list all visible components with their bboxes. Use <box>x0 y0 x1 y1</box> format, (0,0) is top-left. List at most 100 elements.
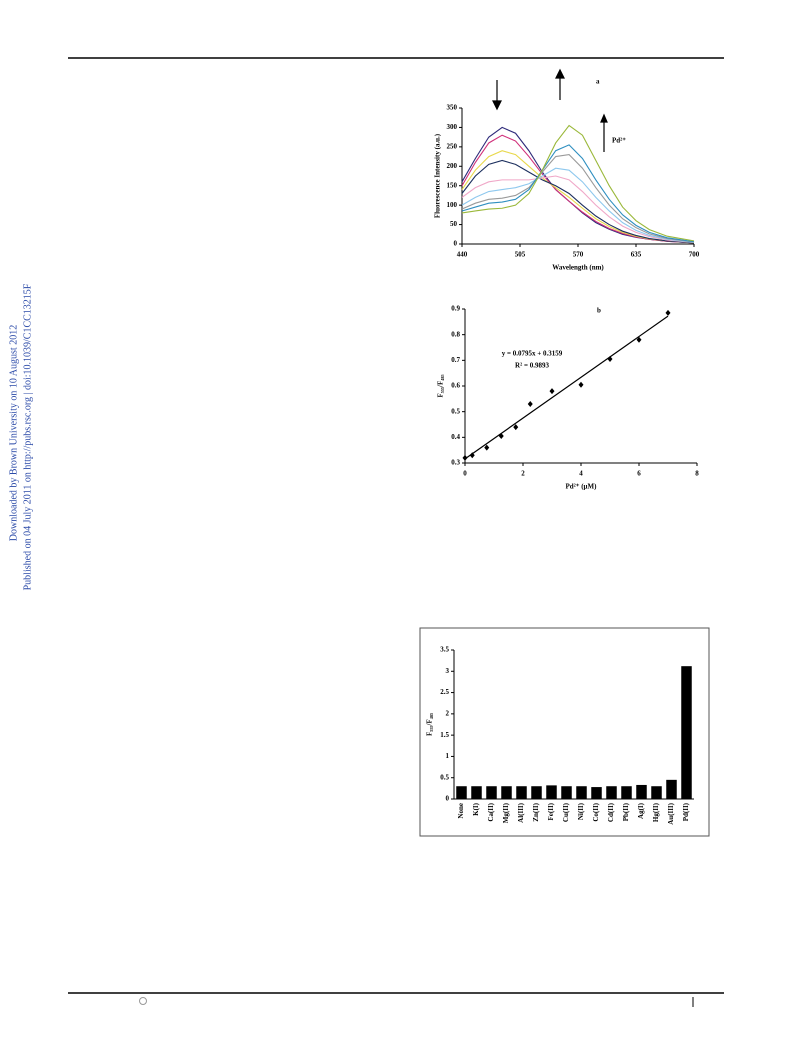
x-tick-label: 440 <box>457 251 468 259</box>
x-tick-label: Cu(II) <box>562 802 570 822</box>
y-tick-label: 0.4 <box>451 433 460 441</box>
bar <box>651 786 662 799</box>
x-tick-label: 2 <box>521 470 525 478</box>
x-tick-label: Zn(II) <box>532 802 540 821</box>
x-tick-label: Mg(II) <box>502 802 510 823</box>
bar <box>531 786 542 799</box>
sidebar-downloaded: Downloaded by Brown University on 10 Aug… <box>8 325 19 541</box>
bar <box>456 786 467 799</box>
x-tick-label: Ag(I) <box>637 802 645 819</box>
x-tick-label: Au(III) <box>667 802 675 824</box>
fit-equation: y = 0.0795x + 0.3159 <box>502 350 563 358</box>
data-point <box>549 388 555 395</box>
spectrum-line <box>461 134 695 244</box>
bar <box>516 786 527 799</box>
bar <box>666 779 677 799</box>
footer-icon <box>139 997 147 1005</box>
sidebar-published: Published on 04 July 2011 on http://pubs… <box>22 283 33 590</box>
x-tick-label: Fe(II) <box>547 802 555 820</box>
spectrum-line <box>461 124 695 242</box>
y-axis-label: F₅₅₅/F₄₈₅ <box>437 374 445 397</box>
x-tick-label: 6 <box>637 470 641 478</box>
y-axis-label: F₅₅₅/F₄₈₅ <box>426 713 434 736</box>
x-axis-label: Wavelength (nm) <box>552 264 604 272</box>
x-tick-label: 505 <box>515 251 526 259</box>
x-tick-label: 8 <box>695 470 699 478</box>
panel-label: a <box>596 78 600 86</box>
bar <box>501 786 512 799</box>
spectrum-line <box>461 126 695 244</box>
y-tick-label: 0.5 <box>440 773 449 781</box>
y-tick-label: 150 <box>447 181 458 189</box>
spectrum-line <box>461 159 695 244</box>
spectrum-line <box>461 167 695 243</box>
x-tick-label: K(I) <box>472 802 480 816</box>
x-tick-label: Co(II) <box>592 802 600 821</box>
bar <box>576 786 587 799</box>
x-tick-label: 0 <box>463 470 467 478</box>
y-axis-label: Fluorescence Intensity (a.u.) <box>434 133 442 218</box>
bar <box>621 786 632 799</box>
data-point <box>636 336 642 343</box>
bar <box>606 786 617 799</box>
data-point <box>513 424 519 431</box>
y-tick-label: 200 <box>447 162 458 170</box>
data-point <box>578 381 584 388</box>
panel-label: b <box>597 307 601 315</box>
data-point <box>484 444 490 451</box>
x-tick-label: Hg(II) <box>652 802 660 822</box>
x-tick-label: 635 <box>631 251 642 259</box>
y-tick-label: 0.8 <box>451 330 460 338</box>
bar <box>546 785 557 799</box>
y-tick-label: 1.5 <box>440 731 449 739</box>
bar <box>561 786 572 799</box>
bar <box>486 786 497 799</box>
y-tick-label: 0.9 <box>451 305 460 313</box>
y-tick-label: 0.6 <box>451 382 460 390</box>
x-tick-label: Al(III) <box>517 802 525 823</box>
x-tick-label: 570 <box>573 251 584 259</box>
x-tick-label: 4 <box>579 470 583 478</box>
x-tick-label: Ca(II) <box>487 802 495 821</box>
x-tick-label: 700 <box>689 251 700 259</box>
y-tick-label: 3.5 <box>440 646 449 654</box>
y-tick-label: 0.5 <box>451 407 460 415</box>
y-tick-label: 350 <box>447 104 458 112</box>
spectrum-line <box>461 144 695 243</box>
y-tick-label: 0.7 <box>451 356 460 364</box>
x-tick-label: Ni(II) <box>577 802 585 820</box>
x-tick-label: Pd(II) <box>682 802 690 821</box>
data-point <box>665 309 671 316</box>
data-point <box>607 356 613 363</box>
y-tick-label: 300 <box>447 123 458 131</box>
y-tick-label: 1 <box>446 752 450 760</box>
data-point <box>462 454 468 461</box>
y-tick-label: 0 <box>454 240 458 248</box>
y-tick-label: 0.3 <box>451 459 460 467</box>
y-tick-label: 2.5 <box>440 688 449 696</box>
spectrum-line <box>461 154 695 243</box>
y-tick-label: 0 <box>446 795 450 803</box>
spectrum-line <box>461 175 695 243</box>
x-axis-label: Pd²⁺ (μM) <box>566 483 598 491</box>
data-point <box>527 400 533 407</box>
trend-line <box>464 315 669 460</box>
annotation: Pd²⁺ <box>612 137 626 145</box>
bar <box>591 787 602 799</box>
fit-r2: R² = 0.9893 <box>515 362 549 370</box>
spectrum-line <box>461 150 695 244</box>
x-tick-label: Pb(II) <box>622 802 630 821</box>
data-point <box>469 452 475 459</box>
chart-frame <box>419 627 710 837</box>
arrows <box>492 68 608 152</box>
x-tick-label: Cd(II) <box>607 802 615 822</box>
y-tick-label: 2 <box>446 709 450 717</box>
x-tick-label: None <box>457 803 465 819</box>
data-point <box>498 433 504 440</box>
bar <box>681 666 692 799</box>
bar <box>471 786 482 799</box>
bar <box>636 784 647 799</box>
y-tick-label: 100 <box>447 201 458 209</box>
y-tick-label: 50 <box>450 220 458 228</box>
